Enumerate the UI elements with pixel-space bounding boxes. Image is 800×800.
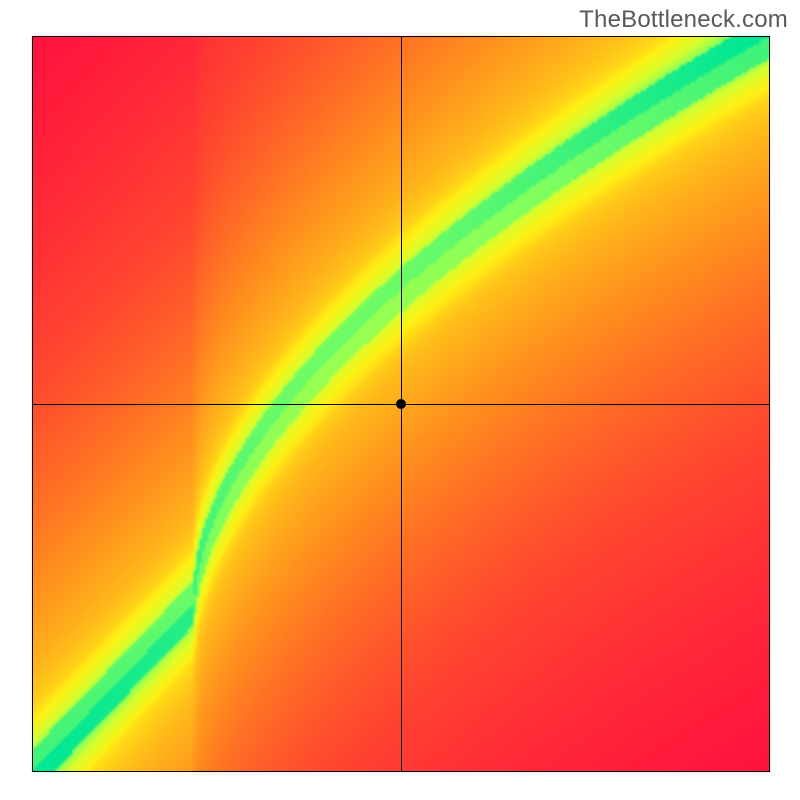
watermark-text: TheBottleneck.com: [579, 6, 788, 34]
heatmap-canvas: [0, 0, 800, 800]
heatmap-container: { "meta": { "watermark_text": "TheBottle…: [0, 0, 800, 800]
